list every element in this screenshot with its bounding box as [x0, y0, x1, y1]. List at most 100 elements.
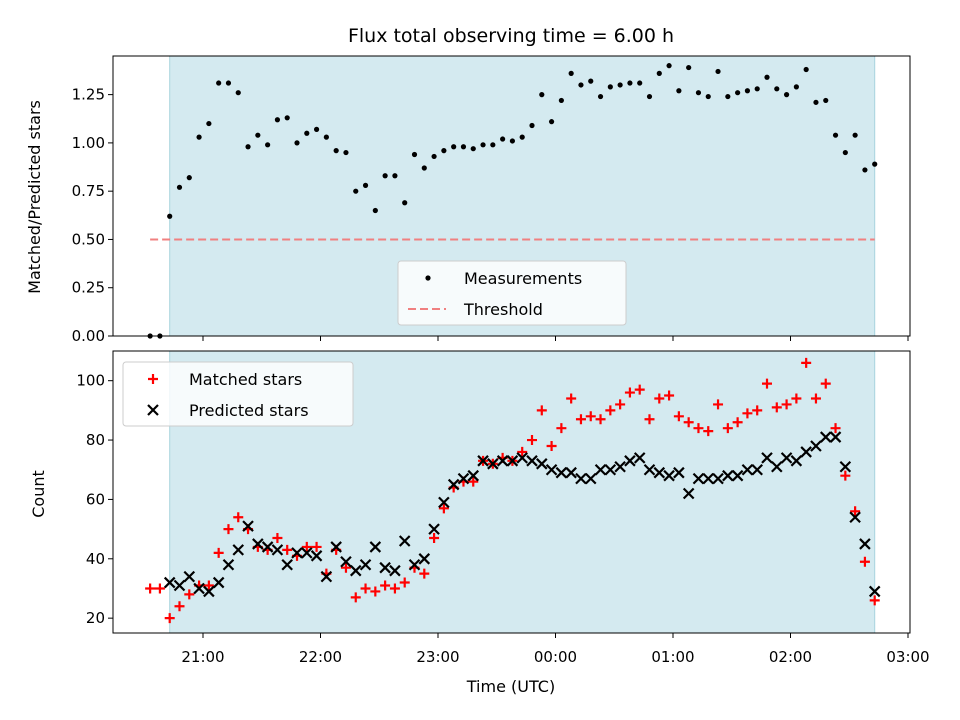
matched-star-point [820, 378, 831, 389]
measurement-point [646, 93, 653, 100]
matched-star-point [850, 506, 861, 517]
y-tick-label: 0.75 [72, 182, 105, 200]
matched-star-point [350, 592, 361, 603]
matched-star-point [311, 541, 322, 552]
matched-star-point [664, 390, 675, 401]
measurement-point [186, 175, 192, 181]
measurement-point [823, 97, 829, 104]
predicted-star-point [487, 458, 499, 470]
measurement-point [313, 126, 320, 132]
legend: Matched stars Predicted stars [122, 361, 354, 427]
matched-star-point [615, 399, 626, 410]
matched-star-point [380, 580, 391, 591]
measurement-point [529, 122, 535, 129]
predicted-star-point [310, 550, 323, 562]
measurement-point [284, 115, 290, 121]
predicted-star-point [467, 469, 480, 482]
matched-star-point [282, 544, 293, 555]
matched-star-point [859, 556, 870, 567]
measurement-point [793, 84, 799, 90]
predicted-star-point [457, 472, 470, 485]
matched-star-point [830, 423, 841, 434]
x-tick-label: 01:00 [651, 648, 694, 666]
predicted-star-point [506, 455, 519, 467]
predicted-star-point [359, 558, 372, 571]
predicted-star-point [633, 452, 646, 464]
predicted-star-point [780, 452, 793, 464]
measurement-point [421, 165, 427, 171]
measurement-point [754, 86, 760, 92]
predicted-star-point [242, 520, 254, 532]
predicted-star-point [379, 561, 391, 574]
measurement-point [353, 188, 359, 194]
matched-star-point [801, 357, 812, 368]
predicted-star-point [173, 579, 186, 592]
predicted-star-point [222, 558, 235, 571]
predicted-star-point [232, 544, 245, 556]
measurement-point [274, 117, 281, 123]
matched-star-point [184, 589, 195, 600]
matched-star-point [644, 414, 655, 425]
legend-predicted-swatch [147, 404, 159, 416]
predicted-star-point [349, 564, 362, 577]
measurement-point [803, 66, 809, 73]
predicted-star-point [663, 469, 675, 482]
predicted-star-point [330, 541, 342, 553]
predicted-star-point [614, 460, 626, 473]
measurement-point [196, 134, 202, 140]
matched-star-point [781, 399, 792, 410]
predicted-star-point [477, 455, 489, 467]
top-panel: 0.00 0.25 0.50 0.75 1.00 1.25 Measurements Thre… [72, 55, 911, 345]
predicted-star-point [438, 496, 450, 509]
measurement-point [451, 144, 457, 150]
measurement-point [382, 173, 388, 179]
measurement-point [627, 80, 633, 86]
predicted-star-point [320, 570, 333, 583]
matched-star-point [762, 378, 772, 389]
matched-star-point [673, 411, 684, 422]
measurement-point [392, 173, 398, 179]
measurement-point [607, 84, 613, 90]
legend-matched-swatch [148, 374, 158, 384]
x-axis-label: Time (UTC) [466, 677, 555, 696]
predicted-star-point [653, 466, 666, 479]
measurement-point [304, 130, 310, 136]
measurement-point [323, 134, 329, 140]
predicted-star-point [594, 463, 607, 476]
matched-star-point [419, 568, 430, 579]
predicted-star-point [301, 547, 313, 559]
predicted-star-point [398, 535, 411, 547]
measurement-point [216, 80, 222, 86]
predicted-star-point [545, 463, 558, 476]
measurement-point [764, 74, 770, 80]
predicted-star-point [340, 555, 352, 568]
measurement-point [480, 142, 486, 148]
matched-star-point [869, 595, 880, 606]
matched-star-point [810, 393, 821, 404]
measurement-point [245, 144, 251, 150]
predicted-star-point [604, 463, 617, 476]
matched-star-point [527, 435, 537, 446]
matched-star-point [389, 583, 400, 594]
measurement-point [686, 64, 692, 71]
predicted-star-point [819, 431, 832, 443]
matched-star-point [605, 405, 616, 416]
matched-star-point [517, 446, 528, 457]
predicted-star-point [369, 541, 382, 553]
predicted-star-point [565, 466, 577, 479]
matched-star-point [174, 601, 185, 612]
y-tick-label: 60 [86, 490, 105, 508]
y-tick-label: 20 [86, 609, 105, 627]
predicted-star-point [761, 452, 773, 464]
measurement-point [695, 90, 702, 96]
measurement-point [539, 92, 545, 98]
matched-star-point [546, 440, 557, 451]
predicted-star-point [212, 576, 225, 589]
measurement-point [265, 142, 271, 148]
measurement-point [597, 93, 604, 100]
matched-star-point [203, 580, 214, 591]
axes-frame [112, 55, 911, 337]
measurement-point [372, 207, 378, 214]
legend: Measurements Threshold [397, 260, 627, 326]
legend-measurement-swatch [425, 275, 431, 281]
